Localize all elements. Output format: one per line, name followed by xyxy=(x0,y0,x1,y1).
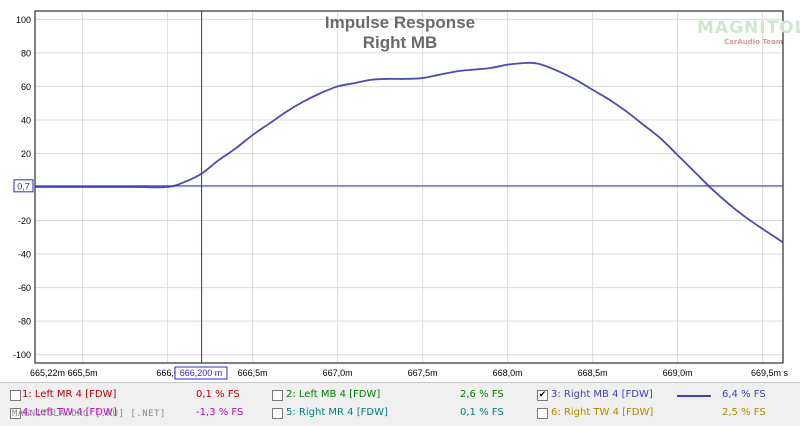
legend-value-2: 2,6 % FS xyxy=(460,389,504,400)
y-tick-label: 80 xyxy=(21,48,31,58)
legend-checkbox-4[interactable] xyxy=(10,408,21,419)
x-tick-label: 669,0m xyxy=(663,368,693,378)
legend-value-5: 0,1 % FS xyxy=(460,407,504,418)
legend-value-4: -1,3 % FS xyxy=(196,407,244,418)
cursor-x-label-box xyxy=(174,366,228,380)
x-tick-label: 668,0m xyxy=(493,368,523,378)
legend-line-swatch xyxy=(677,395,711,397)
y-tick-label: -80 xyxy=(18,317,31,327)
chart-subtitle: Right MB xyxy=(363,33,438,52)
x-tick-label: 667,0m xyxy=(323,368,353,378)
chart-title: Impulse Response xyxy=(325,13,475,32)
legend-value-1: 0,1 % FS xyxy=(196,389,240,400)
y-tick-label: 60 xyxy=(21,82,31,92)
legend-value-3: 6,4 % FS xyxy=(722,389,766,400)
legend-label-4[interactable]: 4: Left TW 4 [FDW] xyxy=(22,407,117,418)
y-tick-label: 20 xyxy=(21,149,31,159)
x-tick-label: 666,0 xyxy=(156,368,179,378)
chart-background xyxy=(0,0,800,382)
legend-label-5[interactable]: 5: Right MR 4 [FDW] xyxy=(286,407,388,418)
y-tick-label: -40 xyxy=(18,250,31,260)
cursor-y-label-box xyxy=(13,179,34,193)
y-tick-label: 100 xyxy=(16,15,31,25)
impulse-response-chart: 100 80 60 40 20 -20 -40 -60 -80 -100 665,22m 665,5… xyxy=(0,0,800,382)
watermark-text: MAGNITOLA.ORG [.RU] [.NET] xyxy=(12,409,166,419)
legend-checkbox-2[interactable] xyxy=(272,390,283,401)
legend-panel: 1: Left MR 4 [FDW] 0,1 % FS 2: Left MB 4 [… xyxy=(0,382,800,426)
y-tick-labels: 100 80 60 40 20 -20 -40 -60 -80 -100 xyxy=(13,15,31,360)
y-tick-label: -60 xyxy=(18,283,31,293)
legend-checkbox-5[interactable] xyxy=(272,408,283,419)
x-tick-label: 665,5m xyxy=(68,368,98,378)
y-tick-label: -20 xyxy=(18,216,31,226)
cursor-layer[interactable]: 666,200 m 0,7 xyxy=(13,11,783,380)
legend-value-6: 2,5 % FS xyxy=(722,407,766,418)
legend-checkbox-1[interactable] xyxy=(10,390,21,401)
series-layer xyxy=(34,61,784,244)
x-tick-label: 665,22m xyxy=(30,368,65,378)
legend-checkbox-3[interactable]: ✔ xyxy=(537,390,548,401)
series-line-right-mb xyxy=(34,61,784,244)
legend-label-2[interactable]: 2: Left MB 4 [FDW] xyxy=(286,389,381,400)
y-tick-label: -100 xyxy=(13,350,31,360)
legend-label-3[interactable]: 3: Right MB 4 [FDW] xyxy=(551,389,653,400)
x-tick-label: 669,5m s xyxy=(751,368,789,378)
y-tick-label: 40 xyxy=(21,115,31,125)
cursor-y-label: 0,7 xyxy=(17,181,30,191)
x-tick-label: 666,5m xyxy=(238,368,268,378)
x-tick-label: 668,5m xyxy=(578,368,608,378)
x-tick-label: 667,5m xyxy=(408,368,438,378)
logo: MAGNITOLA CarAudio Team xyxy=(697,18,800,48)
legend-label-1[interactable]: 1: Left MR 4 [FDW] xyxy=(22,389,117,400)
cursor-x-label: 666,200 m xyxy=(180,368,223,378)
logo-subtext: CarAudio Team xyxy=(724,38,783,46)
x-tick-labels: 665,22m 665,5m 666,0 666,5m 667,0m 667,5m 668,… xyxy=(30,368,788,378)
legend-label-6[interactable]: 6: Right TW 4 [FDW] xyxy=(551,407,654,418)
logo-text: MAGNITOLA xyxy=(697,18,800,38)
legend-checkbox-6[interactable] xyxy=(537,408,548,419)
